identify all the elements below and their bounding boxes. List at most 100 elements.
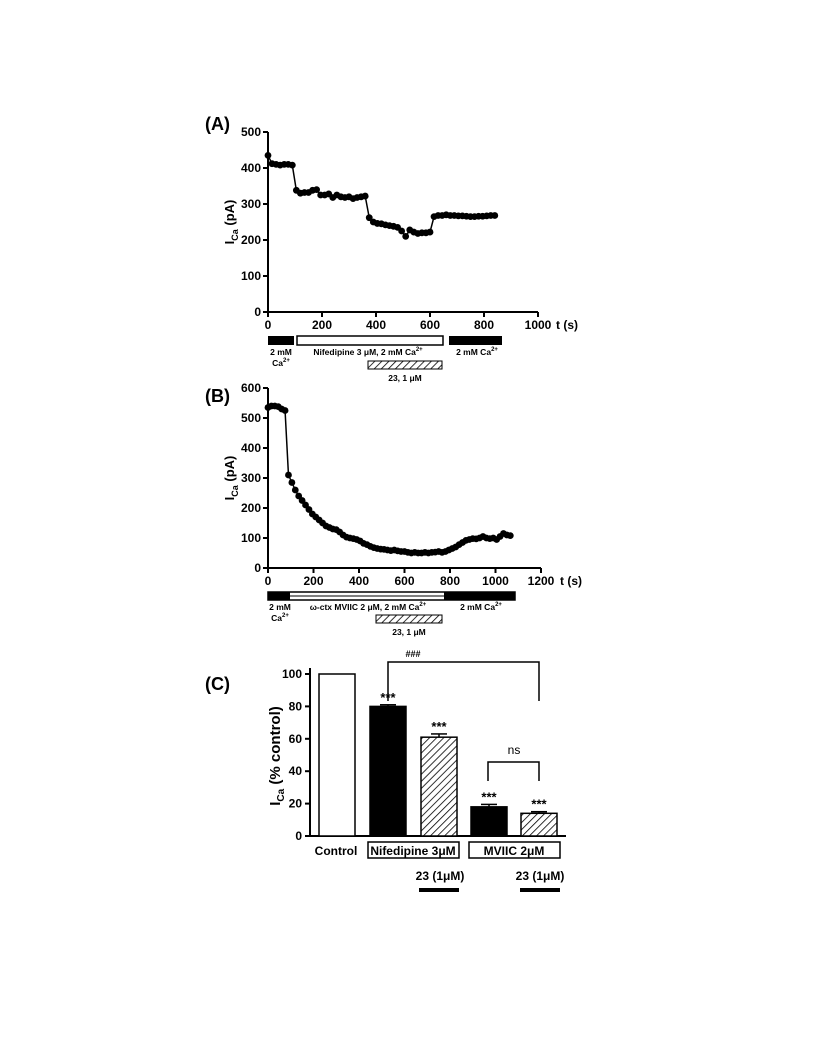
panel-a-series <box>264 152 499 240</box>
comparison-label-nifedipine: ### <box>405 649 420 659</box>
panel-a-label: (A) <box>205 114 230 134</box>
panel-a-ytick-label: 0 <box>254 305 261 319</box>
panel-a-treatment-label: Nifedipine 3 μM, 2 mM Ca2+ <box>313 347 423 357</box>
panel-a-point <box>361 192 369 200</box>
panel-c: (C) ICa (% control) 0 20 40 60 80 100 *** *** *… <box>205 649 566 892</box>
panel-a-ca-right-label: 2 mM Ca2+ <box>456 347 498 357</box>
panel-a-point <box>491 212 499 219</box>
panel-c-ytick-label: 100 <box>282 667 302 681</box>
drug-bar-nifedipine <box>419 888 459 892</box>
panel-b-xtick-label: 200 <box>303 574 323 588</box>
panel-b-ytick-label: 600 <box>241 381 261 395</box>
panel-c-significance: *** <box>481 789 497 804</box>
panel-c-bar <box>420 736 458 837</box>
panel-a-drug-label: 23, 1 μM <box>388 373 422 383</box>
comparison-bracket-nifedipine <box>387 661 540 701</box>
panel-b-point <box>281 407 289 414</box>
panel-a-point <box>313 186 320 194</box>
panel-b-label: (B) <box>205 386 230 406</box>
panel-a-xtick-label: 400 <box>366 318 386 332</box>
panel-b-ca-bar-right <box>444 592 515 600</box>
panel-a-ytick-label: 200 <box>241 233 261 247</box>
panel-a-ylabel: ICa (pA) <box>222 200 240 245</box>
panel-c-ytick-label: 20 <box>289 797 303 811</box>
group-label-mviic: MVIIC 2μM <box>484 844 545 858</box>
panel-a-point <box>426 228 434 236</box>
panel-a-ytick-label: 500 <box>241 125 261 139</box>
panel-b-treatment-label: ω-ctx MVIIC 2 μM, 2 mM Ca2+ <box>310 602 427 612</box>
panel-a: (A) ICa (pA) 0 200 400 600 800 1000 0 100 200 300… <box>205 114 578 383</box>
panel-c-ytick-label: 0 <box>295 829 302 843</box>
panel-c-label: (C) <box>205 674 230 694</box>
panel-a-ca-left-label-2: Ca2+ <box>272 358 290 368</box>
panel-c-ytick-label: 80 <box>289 699 303 713</box>
group-box-mviic <box>468 841 561 859</box>
panel-a-point <box>264 152 272 159</box>
panel-b-ytick-label: 300 <box>241 471 261 485</box>
panel-b-xtick-label: 400 <box>349 574 369 588</box>
panel-b-xlabel: t (s) <box>560 574 582 588</box>
panel-a-xtick-label: 1000 <box>525 318 552 332</box>
panel-b-ytick-label: 400 <box>241 441 261 455</box>
panel-b-ca-left-label-1: 2 mM <box>269 602 291 612</box>
panel-a-point <box>288 161 296 169</box>
panel-b-ytick-label: 100 <box>241 531 261 545</box>
panel-b-xtick-label: 800 <box>440 574 460 588</box>
comparison-bracket-mviic <box>487 761 540 781</box>
panel-b-point <box>506 532 514 539</box>
panel-c-bar <box>520 812 558 837</box>
panel-a-point <box>398 227 406 235</box>
panel-a-ca-bar-left <box>268 336 294 345</box>
panel-c-bar <box>369 705 407 837</box>
panel-b-ylabel: ICa (pA) <box>222 456 240 501</box>
panel-c-ytick-label: 40 <box>289 764 303 778</box>
panel-b-ca-right-label: 2 mM Ca2+ <box>460 602 502 612</box>
panel-b-drug-bar <box>375 614 443 624</box>
panel-b-xtick-label: 1000 <box>482 574 509 588</box>
group-label-control: Control <box>315 844 358 858</box>
group-label-nifedipine: Nifedipine 3μM <box>370 844 455 858</box>
group-box-nifedipine <box>367 841 460 859</box>
panel-b-point <box>288 479 296 486</box>
panel-b-series <box>264 402 514 557</box>
panel-b-xtick-label: 0 <box>265 574 272 588</box>
panel-c-bars: ********* *** <box>318 673 558 837</box>
drug-label-mviic: 23 (1μM) <box>516 869 565 883</box>
panel-b-point <box>291 486 299 494</box>
panel-a-xtick-label: 800 <box>474 318 494 332</box>
panel-b-xtick-label: 1200 <box>528 574 555 588</box>
drug-bar-mviic <box>520 888 560 892</box>
panel-c-significance: *** <box>431 719 447 734</box>
panel-b-xtick-label: 600 <box>394 574 414 588</box>
drug-label-nifedipine: 23 (1μM) <box>416 869 465 883</box>
comparison-label-mviic: ns <box>508 743 521 757</box>
panel-c-bar <box>470 806 508 837</box>
panel-a-nifedipine-bar <box>296 335 444 346</box>
panel-b-line <box>267 405 511 554</box>
panel-c-ylabel: ICa (% control) <box>267 706 287 805</box>
panel-c-bar <box>318 673 356 837</box>
panel-b-ca-bar-left <box>268 592 290 600</box>
panel-a-point <box>402 233 410 240</box>
panel-c-ytick-label: 60 <box>289 732 303 746</box>
panel-a-xtick-label: 0 <box>265 318 272 332</box>
panel-a-ca-left-label-1: 2 mM <box>270 347 292 357</box>
panel-a-ytick-label: 300 <box>241 197 261 211</box>
panel-b-ca-left-label-2: Ca2+ <box>271 613 289 623</box>
panel-a-point <box>365 214 373 222</box>
panel-a-ytick-label: 100 <box>241 269 261 283</box>
panel-b-ytick-label: 200 <box>241 501 261 515</box>
panel-a-drug-bar <box>367 360 443 370</box>
panel-c-significance: *** <box>531 797 547 812</box>
panel-a-ytick-label: 400 <box>241 161 261 175</box>
panel-b-point <box>285 471 292 479</box>
panel-b-ytick-label: 0 <box>254 561 261 575</box>
panel-b: (B) ICa (pA) 0 200 400 600 800 1000 1200 0 100 20… <box>205 381 582 637</box>
panel-a-xtick-label: 600 <box>420 318 440 332</box>
panel-a-xtick-label: 200 <box>312 318 332 332</box>
panel-b-drug-label: 23, 1 μM <box>392 627 426 637</box>
panel-a-ca-bar-right <box>449 336 502 345</box>
panel-a-xlabel: t (s) <box>556 318 578 332</box>
panel-b-ytick-label: 500 <box>241 411 261 425</box>
